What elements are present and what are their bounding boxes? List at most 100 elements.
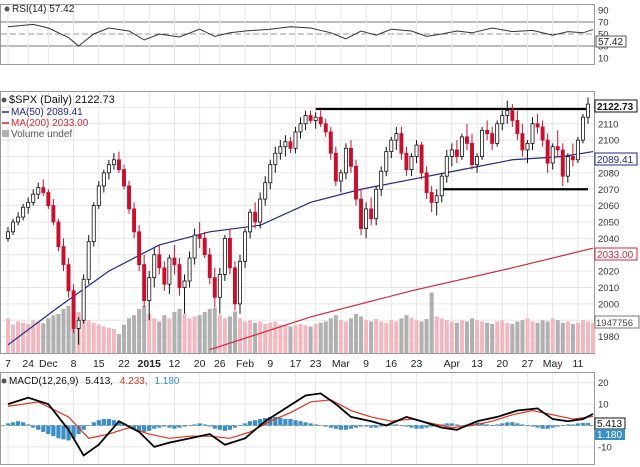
macd-histogram-bar xyxy=(273,416,278,426)
x-axis-label: 20 xyxy=(194,358,206,370)
macd-histogram-bar xyxy=(313,424,318,426)
macd-histogram-bar xyxy=(81,425,86,430)
candle-up xyxy=(580,116,585,141)
volume-bar xyxy=(348,318,353,353)
macd-histogram-bar xyxy=(353,425,359,428)
volume-bar xyxy=(525,318,530,353)
volume-bar xyxy=(570,324,575,353)
candle-down xyxy=(535,123,540,128)
volume-bar xyxy=(550,318,555,353)
macd-histogram-bar xyxy=(5,423,11,426)
volume-bar xyxy=(283,325,288,353)
candle-up xyxy=(298,123,303,133)
hist-tag-label: 1.180 xyxy=(597,430,622,441)
volume-layer xyxy=(5,292,596,353)
candle-down xyxy=(157,254,162,269)
candle-down xyxy=(490,133,495,144)
candle-up xyxy=(106,164,111,174)
volume-bar xyxy=(147,313,152,353)
candle-up xyxy=(21,206,26,218)
volume-tag-label: 1947756 xyxy=(596,318,633,329)
candle-down xyxy=(132,208,137,233)
candle-down xyxy=(333,152,338,182)
candle-up xyxy=(182,280,187,288)
macd-histogram-bar xyxy=(525,425,530,426)
x-axis-label: 11 xyxy=(572,358,583,370)
x-axis-label: 24 xyxy=(22,358,34,370)
volume-bar xyxy=(86,320,91,353)
ma50-tag-label: 2089.41 xyxy=(597,155,634,166)
volume-bar xyxy=(288,326,293,353)
volume-bar xyxy=(222,318,227,353)
macd-histogram-bar xyxy=(222,425,227,431)
volume-bar xyxy=(374,318,379,353)
candle-up xyxy=(379,170,384,190)
macd-histogram-bar xyxy=(343,425,349,430)
volume-bar xyxy=(232,311,237,353)
volume-bar xyxy=(31,320,36,353)
candle-down xyxy=(560,149,565,177)
macd-histogram-bar xyxy=(232,425,238,428)
candle-up xyxy=(338,172,343,182)
x-axis-label: 23 xyxy=(411,358,423,370)
candle-down xyxy=(359,198,364,229)
price-tick-label: 2100 xyxy=(598,136,619,147)
macd-histogram-bar xyxy=(404,425,409,427)
candle-down xyxy=(515,120,520,134)
candle-up xyxy=(434,195,439,203)
macd-histogram-bar xyxy=(348,425,354,429)
volume-bar xyxy=(137,308,142,353)
candle-layer xyxy=(6,97,590,345)
macd-tick-label: -10 xyxy=(598,442,612,453)
candle-up xyxy=(248,211,253,233)
candle-up xyxy=(31,193,36,203)
volume-bar xyxy=(575,322,580,353)
volume-bar xyxy=(485,322,490,353)
volume-bar xyxy=(510,324,515,353)
candle-up xyxy=(26,201,31,208)
volume-bar xyxy=(273,321,278,353)
candle-down xyxy=(162,267,167,285)
volume-bar xyxy=(515,321,520,353)
volume-bar xyxy=(480,321,485,353)
candle-down xyxy=(520,133,525,151)
macd-histogram-bar xyxy=(419,425,424,429)
macd-histogram-bar xyxy=(500,423,505,426)
x-axis-label: 12 xyxy=(169,358,181,370)
rsi-tick-label: 50 xyxy=(598,30,609,41)
candle-up xyxy=(96,185,101,207)
price-tick-label: 2080 xyxy=(598,168,619,179)
macd-histogram-bar xyxy=(207,425,212,427)
macd-histogram-bar xyxy=(56,425,61,439)
price-tick-label: 2000 xyxy=(598,299,619,310)
candle-down xyxy=(369,208,374,220)
macd-histogram-bar xyxy=(444,423,449,426)
macd-histogram-bar xyxy=(91,422,96,426)
candle-up xyxy=(575,139,580,161)
macd-histogram-bar xyxy=(227,425,233,430)
volume-bar xyxy=(369,321,374,353)
volume-bar xyxy=(187,318,192,353)
candle-up xyxy=(475,156,480,166)
volume-bar xyxy=(36,321,41,353)
macd-histogram-bar xyxy=(585,422,591,426)
candle-down xyxy=(142,264,147,302)
volume-bar xyxy=(464,321,469,353)
candle-down xyxy=(404,152,409,171)
volume-legend-swatch xyxy=(2,130,9,137)
macd-histogram-bar xyxy=(338,425,343,430)
volume-bar xyxy=(157,321,162,353)
candle-down xyxy=(197,234,202,239)
candle-down xyxy=(61,246,66,265)
volume-bar xyxy=(237,318,243,353)
ma50-tag xyxy=(594,152,638,166)
rsi-layer xyxy=(7,23,594,47)
candle-up xyxy=(525,142,530,151)
macd-histogram-bar xyxy=(36,425,41,430)
volume-tag xyxy=(594,315,640,329)
candle-down xyxy=(232,267,237,305)
macd-histogram-bar xyxy=(550,425,555,428)
volume-bar xyxy=(338,320,343,353)
volume-bar xyxy=(182,313,187,353)
candle-down xyxy=(354,165,358,200)
